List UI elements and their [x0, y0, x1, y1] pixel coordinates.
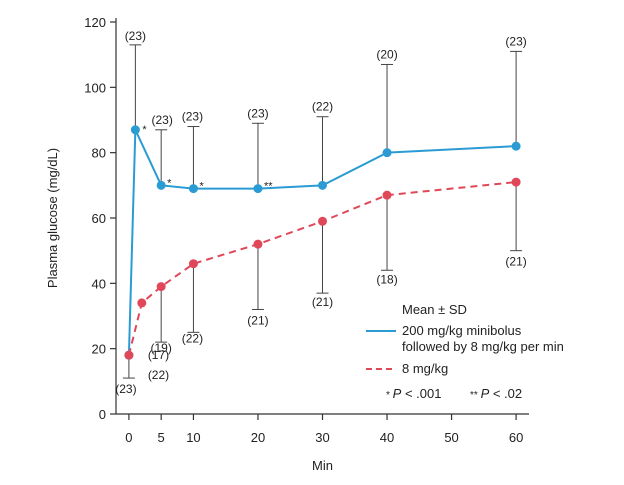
sample-size-label: (17): [148, 348, 169, 362]
data-point: [130, 125, 140, 135]
sample-size-label: (22): [182, 331, 203, 345]
sample-size-label: (21): [312, 295, 333, 309]
x-tick-label: 50: [444, 430, 458, 445]
sample-size-label: (23): [182, 110, 203, 124]
data-point: [511, 141, 521, 151]
axes: 0 20 40 60 80 100 120 0 5 10 20 30 40 50 60 Min Plasma g…: [45, 15, 529, 473]
sample-size-labels: (23)(23) (23) (23) (22)(20)(23)** * **(23)(17…: [115, 29, 527, 396]
sample-size-label: (23): [125, 29, 146, 43]
p-value-note-2: ** P < .02: [470, 386, 522, 401]
sample-size-label: (21): [505, 255, 526, 269]
x-tick-label: 20: [251, 430, 265, 445]
y-tick-label: 100: [84, 80, 106, 95]
y-tick-label: 60: [92, 211, 106, 226]
x-tick-label: 10: [186, 430, 200, 445]
significance-marker: *: [167, 177, 172, 189]
data-point: [156, 180, 166, 190]
data-point: [382, 190, 392, 200]
sample-size-label: (23): [247, 106, 268, 120]
data-point: [253, 239, 263, 249]
x-tick-label: 5: [158, 430, 165, 445]
series-lines: [127, 129, 517, 356]
data-point: [253, 184, 263, 194]
p-value-note-1: * P < .001: [386, 386, 441, 401]
data-point: [511, 177, 521, 187]
sample-size-label: (23): [115, 382, 136, 396]
significance-marker: *: [142, 124, 147, 136]
y-tick-label: 120: [84, 15, 106, 30]
significance-marker: *: [199, 181, 204, 193]
x-tick-label: 30: [315, 430, 329, 445]
sample-size-label: (20): [376, 47, 397, 61]
sample-size-label: (19): [151, 341, 172, 355]
legend-header: Mean ± SD: [402, 302, 467, 317]
y-tick-label: 0: [99, 407, 106, 422]
data-point: [382, 148, 392, 158]
data-point: [188, 184, 198, 194]
sample-size-label: (22): [148, 368, 169, 382]
sample-size-label: (21): [247, 313, 268, 327]
data-points: [124, 125, 521, 360]
series-line-2: [127, 181, 517, 356]
y-axis-label: Plasma glucose (mg/dL): [45, 148, 60, 288]
x-tick-label: 40: [380, 430, 394, 445]
x-tick-label: 0: [125, 430, 132, 445]
y-tick-label: 20: [92, 342, 106, 357]
data-point: [137, 298, 147, 308]
series-line-1: [127, 129, 517, 356]
data-point: [318, 216, 327, 226]
data-point: [124, 350, 134, 360]
y-tick-label: 40: [92, 276, 106, 291]
significance-marker: **: [264, 181, 273, 193]
data-point: [318, 180, 327, 190]
x-axis-label: Min: [312, 458, 333, 473]
y-tick-label: 80: [92, 146, 106, 161]
legend-series-2: 8 mg/kg: [402, 361, 448, 376]
sample-size-label: (23): [505, 34, 526, 48]
legend-series-1-line-1: 200 mg/kg minibolus: [402, 323, 522, 338]
x-tick-label: 60: [509, 430, 523, 445]
sample-size-label: (23): [152, 113, 173, 127]
legend-series-1-line-2: followed by 8 mg/kg per min: [402, 339, 564, 354]
data-point: [188, 259, 198, 269]
sample-size-label: (22): [312, 100, 333, 114]
sample-size-label: (18): [376, 272, 397, 286]
error-bars: [122, 44, 523, 379]
data-point: [156, 282, 166, 292]
